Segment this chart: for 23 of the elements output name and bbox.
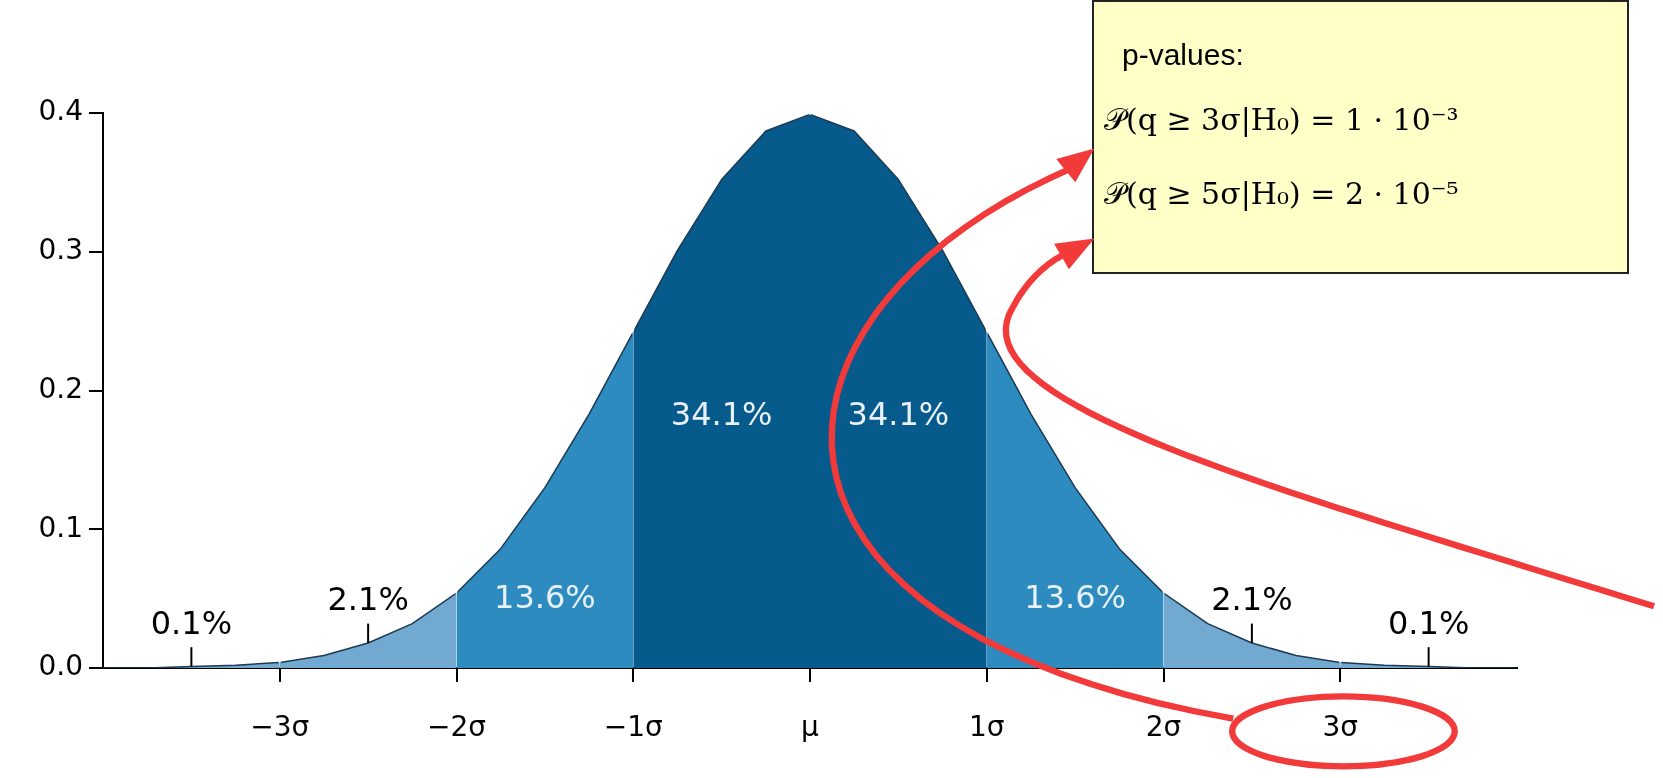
series-label: 0.1% [1387,603,1470,642]
x-tick-label: 3σ [1322,710,1359,744]
series-label: 13.6% [494,577,596,616]
y-tick-label: 0.2 [38,371,83,405]
x-tick-label: μ [801,710,820,744]
note-box: p-values: 𝒫(q ≥ 3σ|H₀) = 1 · 10⁻³ 𝒫(q ≥ 5σ|H₀) = 2 · 10⁻⁵ [1092,0,1629,274]
x-tick-label: −2σ [426,710,487,744]
series-label: 2.1% [327,579,409,618]
x-tick-label: −1σ [603,710,663,744]
annotation: 𝒫(q ≥ 3σ|H₀) = 1 · 10⁻³ [1104,102,1460,138]
x-tick-label: 1σ [968,710,1005,744]
x-tick-label: −3σ [250,710,310,744]
series-label: 2.1% [1211,579,1293,618]
x-tick-label: 2σ [1145,710,1182,744]
series-label: 13.6% [1024,577,1126,616]
y-tick-label: 0.0 [38,649,83,683]
annotation: 𝒫(q ≥ 5σ|H₀) = 2 · 10⁻⁵ [1104,176,1460,212]
y-tick-label: 0.1 [38,510,83,544]
y-tick-label: 0.4 [38,94,83,128]
series-label: 34.1% [847,395,950,434]
series-label: 0.1% [150,603,233,642]
y-tick-label: 0.3 [38,233,83,267]
series-label: 34.1% [670,395,773,434]
